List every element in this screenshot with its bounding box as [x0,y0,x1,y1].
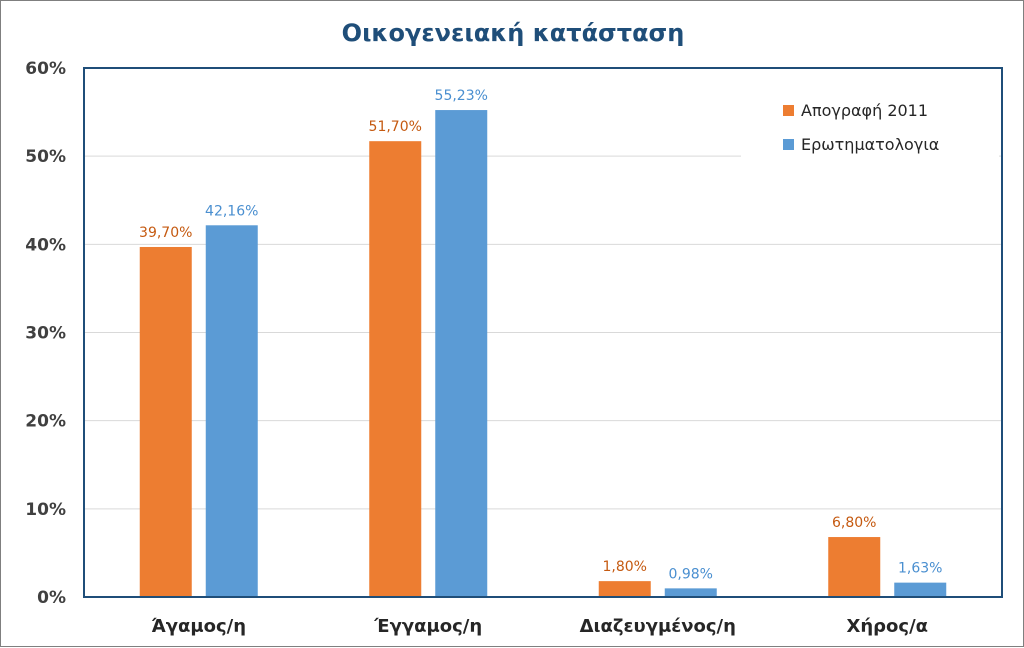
bars [139,110,947,598]
legend-label: Απογραφή 2011 [801,101,928,120]
x-tick-label: Έγγαμος/η [373,616,482,637]
plot-area-border [83,67,1003,598]
bar [828,537,881,597]
x-tick-label: Διαζευγμένος/η [580,616,736,637]
data-label-background [666,564,715,584]
data-label-background [896,558,945,578]
data-label: 1,80% [603,559,647,575]
data-label-background [367,117,424,137]
x-axis: Άγαμος/η Έγγαμος/η Διαζευγμένος/η Χήρος/α [151,616,928,637]
x-tick-label: Χήρος/α [846,616,928,637]
data-label: 6,80% [832,515,876,531]
bar [894,582,947,597]
y-tick-label: 40% [25,235,66,255]
x-tick-label: Άγαμος/η [151,616,246,637]
legend-swatch [783,105,794,116]
data-label-background [203,201,260,221]
data-label: 51,70% [369,119,422,135]
y-tick-label: 10% [25,500,66,520]
y-tick-label: 0% [37,588,66,608]
data-label-background [600,557,649,577]
bar [435,110,488,598]
legend-label: Ερωτηματολογια [801,135,939,154]
data-label-background [830,513,879,533]
data-label: 42,16% [205,203,258,219]
chart-title: Οικογενειακή κατάσταση [342,19,685,47]
data-labels: 39,70% 42,16% 51,70% 55,23% 1,80% 0,98% 6,80% 1… [137,86,945,584]
bar [369,141,422,597]
y-tick-label: 60% [25,59,66,79]
data-label: 0,98% [669,566,713,582]
y-tick-label: 20% [25,412,66,432]
bar [205,225,258,597]
bar [139,246,192,597]
bar [664,588,717,597]
data-label: 55,23% [435,88,488,104]
y-tick-label: 30% [25,324,66,344]
data-label-background [137,222,194,242]
y-tick-label: 50% [25,147,66,167]
y-axis: 0% 10% 20% 30% 40% 50% 60% [25,59,66,608]
legend: Απογραφή 2011 Ερωτηματολογια [741,91,999,157]
data-label: 39,70% [139,225,192,241]
data-label-background [433,86,490,106]
legend-swatch [783,139,794,150]
data-label: 1,63% [898,561,942,577]
bar [598,581,651,597]
